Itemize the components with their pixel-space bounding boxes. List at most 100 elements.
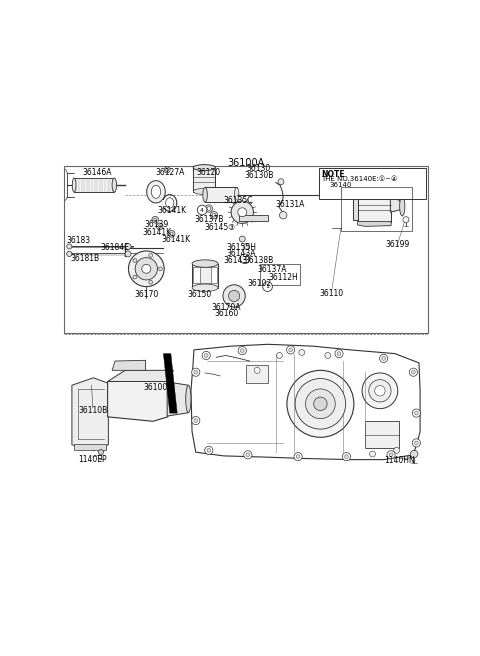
Ellipse shape xyxy=(147,180,165,203)
Circle shape xyxy=(254,367,260,373)
Circle shape xyxy=(375,386,385,396)
Circle shape xyxy=(382,357,385,360)
Text: 1140EP: 1140EP xyxy=(78,455,107,464)
Text: 36141K: 36141K xyxy=(157,205,186,215)
Ellipse shape xyxy=(186,385,191,413)
Circle shape xyxy=(154,218,156,221)
Text: 36160: 36160 xyxy=(214,309,239,318)
Ellipse shape xyxy=(400,197,405,216)
Circle shape xyxy=(149,280,153,284)
Circle shape xyxy=(238,346,246,355)
Bar xyxy=(193,267,200,283)
Circle shape xyxy=(166,169,168,171)
Text: 36170: 36170 xyxy=(134,291,158,299)
Circle shape xyxy=(129,251,164,287)
Text: 36143A: 36143A xyxy=(227,249,256,258)
Text: 36102: 36102 xyxy=(247,279,271,288)
Text: 36150: 36150 xyxy=(188,289,212,298)
Circle shape xyxy=(409,368,418,377)
Text: 36141K: 36141K xyxy=(142,228,171,237)
Circle shape xyxy=(98,449,104,455)
Circle shape xyxy=(133,276,137,279)
Text: 36120: 36120 xyxy=(197,169,221,177)
Text: 36145③: 36145③ xyxy=(204,223,236,232)
Circle shape xyxy=(210,211,218,219)
Circle shape xyxy=(223,285,245,307)
Text: 36155H: 36155H xyxy=(227,243,256,252)
Polygon shape xyxy=(112,360,145,371)
Text: 36100A: 36100A xyxy=(228,157,264,167)
Polygon shape xyxy=(358,222,391,226)
Bar xyxy=(64,166,428,333)
Circle shape xyxy=(212,213,216,217)
Circle shape xyxy=(194,419,198,422)
Polygon shape xyxy=(167,382,188,416)
Ellipse shape xyxy=(151,185,161,198)
Text: 36130B: 36130B xyxy=(244,171,274,180)
Circle shape xyxy=(170,232,173,236)
Circle shape xyxy=(228,291,240,302)
Text: 36127A: 36127A xyxy=(156,169,185,177)
Circle shape xyxy=(207,207,211,211)
Circle shape xyxy=(152,216,158,223)
Text: 36141K: 36141K xyxy=(161,235,191,243)
Circle shape xyxy=(244,451,252,459)
Text: 1: 1 xyxy=(265,284,269,289)
Circle shape xyxy=(369,380,391,402)
Bar xyxy=(74,178,114,192)
Ellipse shape xyxy=(192,260,218,267)
Text: 36170A: 36170A xyxy=(212,303,241,312)
Ellipse shape xyxy=(72,178,76,192)
Circle shape xyxy=(168,230,175,237)
Circle shape xyxy=(342,453,350,461)
Circle shape xyxy=(244,243,250,249)
Circle shape xyxy=(362,373,398,409)
Circle shape xyxy=(305,389,335,419)
Text: NOTE: NOTE xyxy=(321,170,344,179)
Circle shape xyxy=(194,371,198,374)
Circle shape xyxy=(263,282,273,291)
Polygon shape xyxy=(108,377,168,421)
Circle shape xyxy=(158,225,161,228)
Circle shape xyxy=(412,409,420,417)
Ellipse shape xyxy=(193,188,216,194)
Text: 36131A: 36131A xyxy=(275,200,305,209)
Bar xyxy=(193,167,216,192)
Text: 36139: 36139 xyxy=(144,220,169,230)
Text: 1140HN: 1140HN xyxy=(384,456,415,465)
Circle shape xyxy=(276,352,282,358)
Bar xyxy=(74,443,106,450)
Circle shape xyxy=(164,167,170,173)
Circle shape xyxy=(125,243,131,249)
Bar xyxy=(239,215,268,221)
Circle shape xyxy=(204,354,208,358)
Ellipse shape xyxy=(203,188,207,202)
Circle shape xyxy=(205,205,213,213)
Circle shape xyxy=(240,254,250,264)
Circle shape xyxy=(67,244,72,249)
Circle shape xyxy=(202,352,210,359)
Bar xyxy=(211,267,217,283)
Circle shape xyxy=(192,368,200,377)
Circle shape xyxy=(394,447,400,453)
Text: 36199: 36199 xyxy=(385,240,409,249)
Circle shape xyxy=(410,450,418,458)
Polygon shape xyxy=(108,371,173,382)
Circle shape xyxy=(67,251,72,256)
Bar xyxy=(353,194,359,220)
Circle shape xyxy=(296,455,300,459)
Text: THE NO.36140E:①~④: THE NO.36140E:①~④ xyxy=(321,176,397,182)
Circle shape xyxy=(142,264,151,274)
Text: 36135C: 36135C xyxy=(223,196,252,205)
Bar xyxy=(365,420,398,449)
Circle shape xyxy=(289,348,292,352)
Circle shape xyxy=(387,451,395,459)
Text: 36146A: 36146A xyxy=(83,167,112,176)
Text: 36140: 36140 xyxy=(330,182,352,188)
Circle shape xyxy=(197,205,207,215)
Circle shape xyxy=(403,216,409,222)
Text: 36130: 36130 xyxy=(247,164,271,173)
Ellipse shape xyxy=(192,284,218,291)
Text: 36110B: 36110B xyxy=(78,405,108,415)
Circle shape xyxy=(314,397,327,411)
